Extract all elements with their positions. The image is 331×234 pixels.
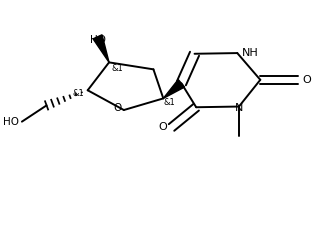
Text: &1: &1	[73, 89, 85, 98]
Text: N: N	[235, 102, 243, 113]
Text: O: O	[302, 75, 311, 85]
Text: O: O	[159, 122, 167, 132]
Text: HO: HO	[90, 35, 106, 45]
Polygon shape	[163, 80, 185, 99]
Text: &1: &1	[164, 98, 176, 107]
Text: O: O	[114, 103, 122, 113]
Text: HO: HO	[3, 117, 19, 127]
Text: &1: &1	[111, 64, 123, 73]
Text: NH: NH	[242, 48, 259, 58]
Polygon shape	[93, 35, 109, 62]
